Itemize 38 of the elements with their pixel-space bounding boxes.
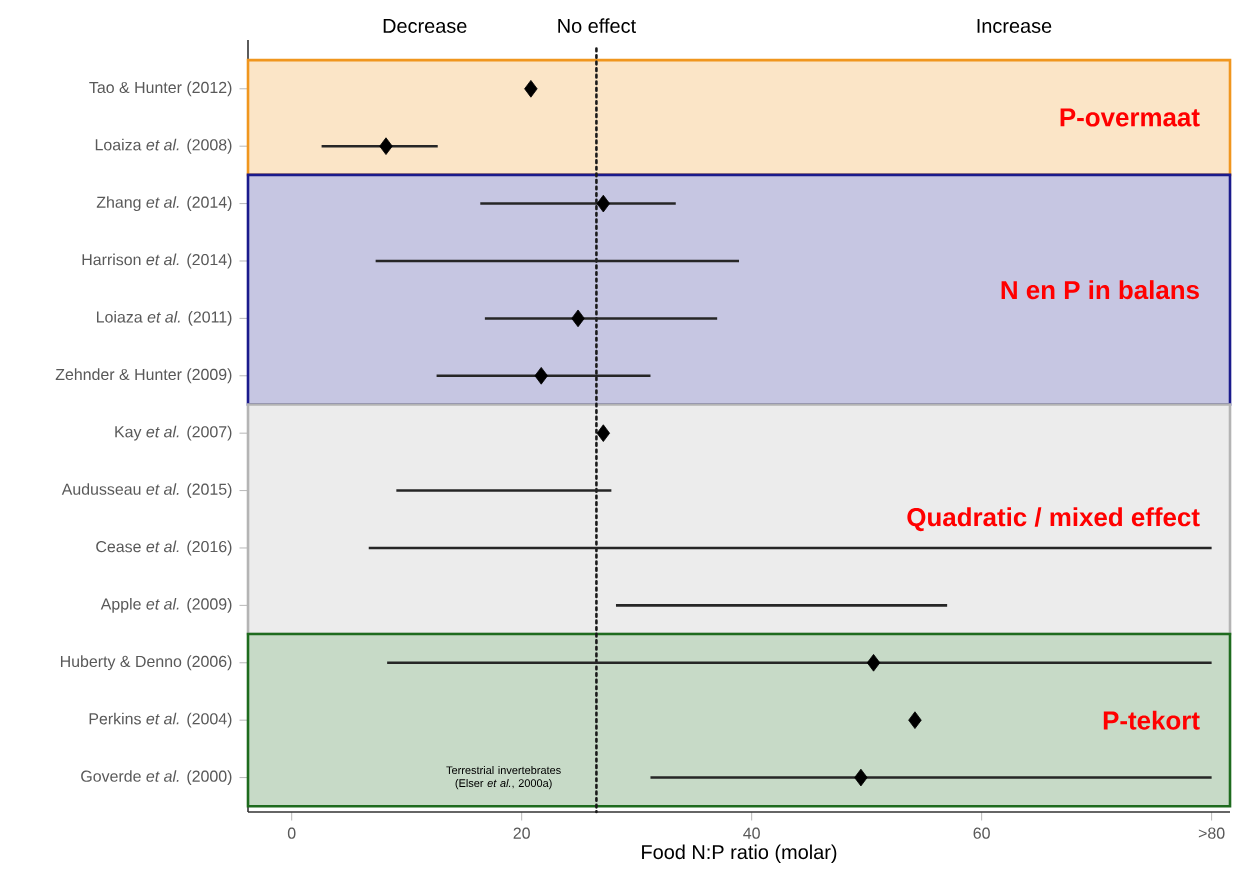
y-tick-label: Huberty & Denno (2006) xyxy=(60,655,232,671)
y-tick-label: Perkins et al. (2004) xyxy=(89,712,232,728)
x-tick-label: 60 xyxy=(973,827,990,839)
text: Increase xyxy=(977,19,1052,33)
x-axis-title: Food N:P ratio (molar) xyxy=(642,844,837,864)
y-tick-label: Goverde et al. (2000) xyxy=(81,770,232,786)
band-label: Quadratic / mixed effect xyxy=(907,507,1200,532)
point xyxy=(908,711,922,729)
y-tick-label: Loiaza et al. (2011) xyxy=(97,310,232,326)
point xyxy=(596,424,611,442)
x-tick-label: >80 xyxy=(1198,827,1225,839)
point xyxy=(534,366,548,385)
y-tick-label: Apple et al. (2009) xyxy=(100,597,232,613)
point xyxy=(379,137,393,155)
x-tick-label: 20 xyxy=(513,827,530,839)
x-tick-label: 0 xyxy=(287,827,296,839)
bar xyxy=(615,604,948,607)
point xyxy=(866,653,881,672)
y-tick-label: Harrison et al. (2014) xyxy=(82,253,232,269)
y-tick-label: Audusseau et al. (2015) xyxy=(61,483,232,499)
band-label: P-tekort xyxy=(1103,710,1200,730)
text: Decrease xyxy=(383,19,467,33)
band-label: P-overmaat xyxy=(1060,108,1200,127)
y-tick-label: Cease et al. (2016) xyxy=(96,540,232,556)
point xyxy=(571,309,585,328)
y-tick-label: Tao & Hunter (2012) xyxy=(89,81,232,97)
y-tick-label: Zhang et al. (2014) xyxy=(96,196,232,212)
band-label: N en P in balans xyxy=(1001,280,1199,300)
point xyxy=(854,768,868,787)
point xyxy=(524,79,538,98)
point xyxy=(596,194,611,213)
y-tick-label: Kay et al. (2007) xyxy=(115,425,232,441)
y-tick-label: Zehnder & Hunter (2009) xyxy=(55,368,232,384)
x-tick-label: 40 xyxy=(743,827,760,839)
ref-line-label: No effect xyxy=(558,18,636,33)
bar xyxy=(650,776,1212,779)
annotation: Terrestrial invertebrates (Elser et al., 2000a) xyxy=(446,765,561,790)
y-tick-label: Loaiza et al. (2008) xyxy=(95,138,232,154)
